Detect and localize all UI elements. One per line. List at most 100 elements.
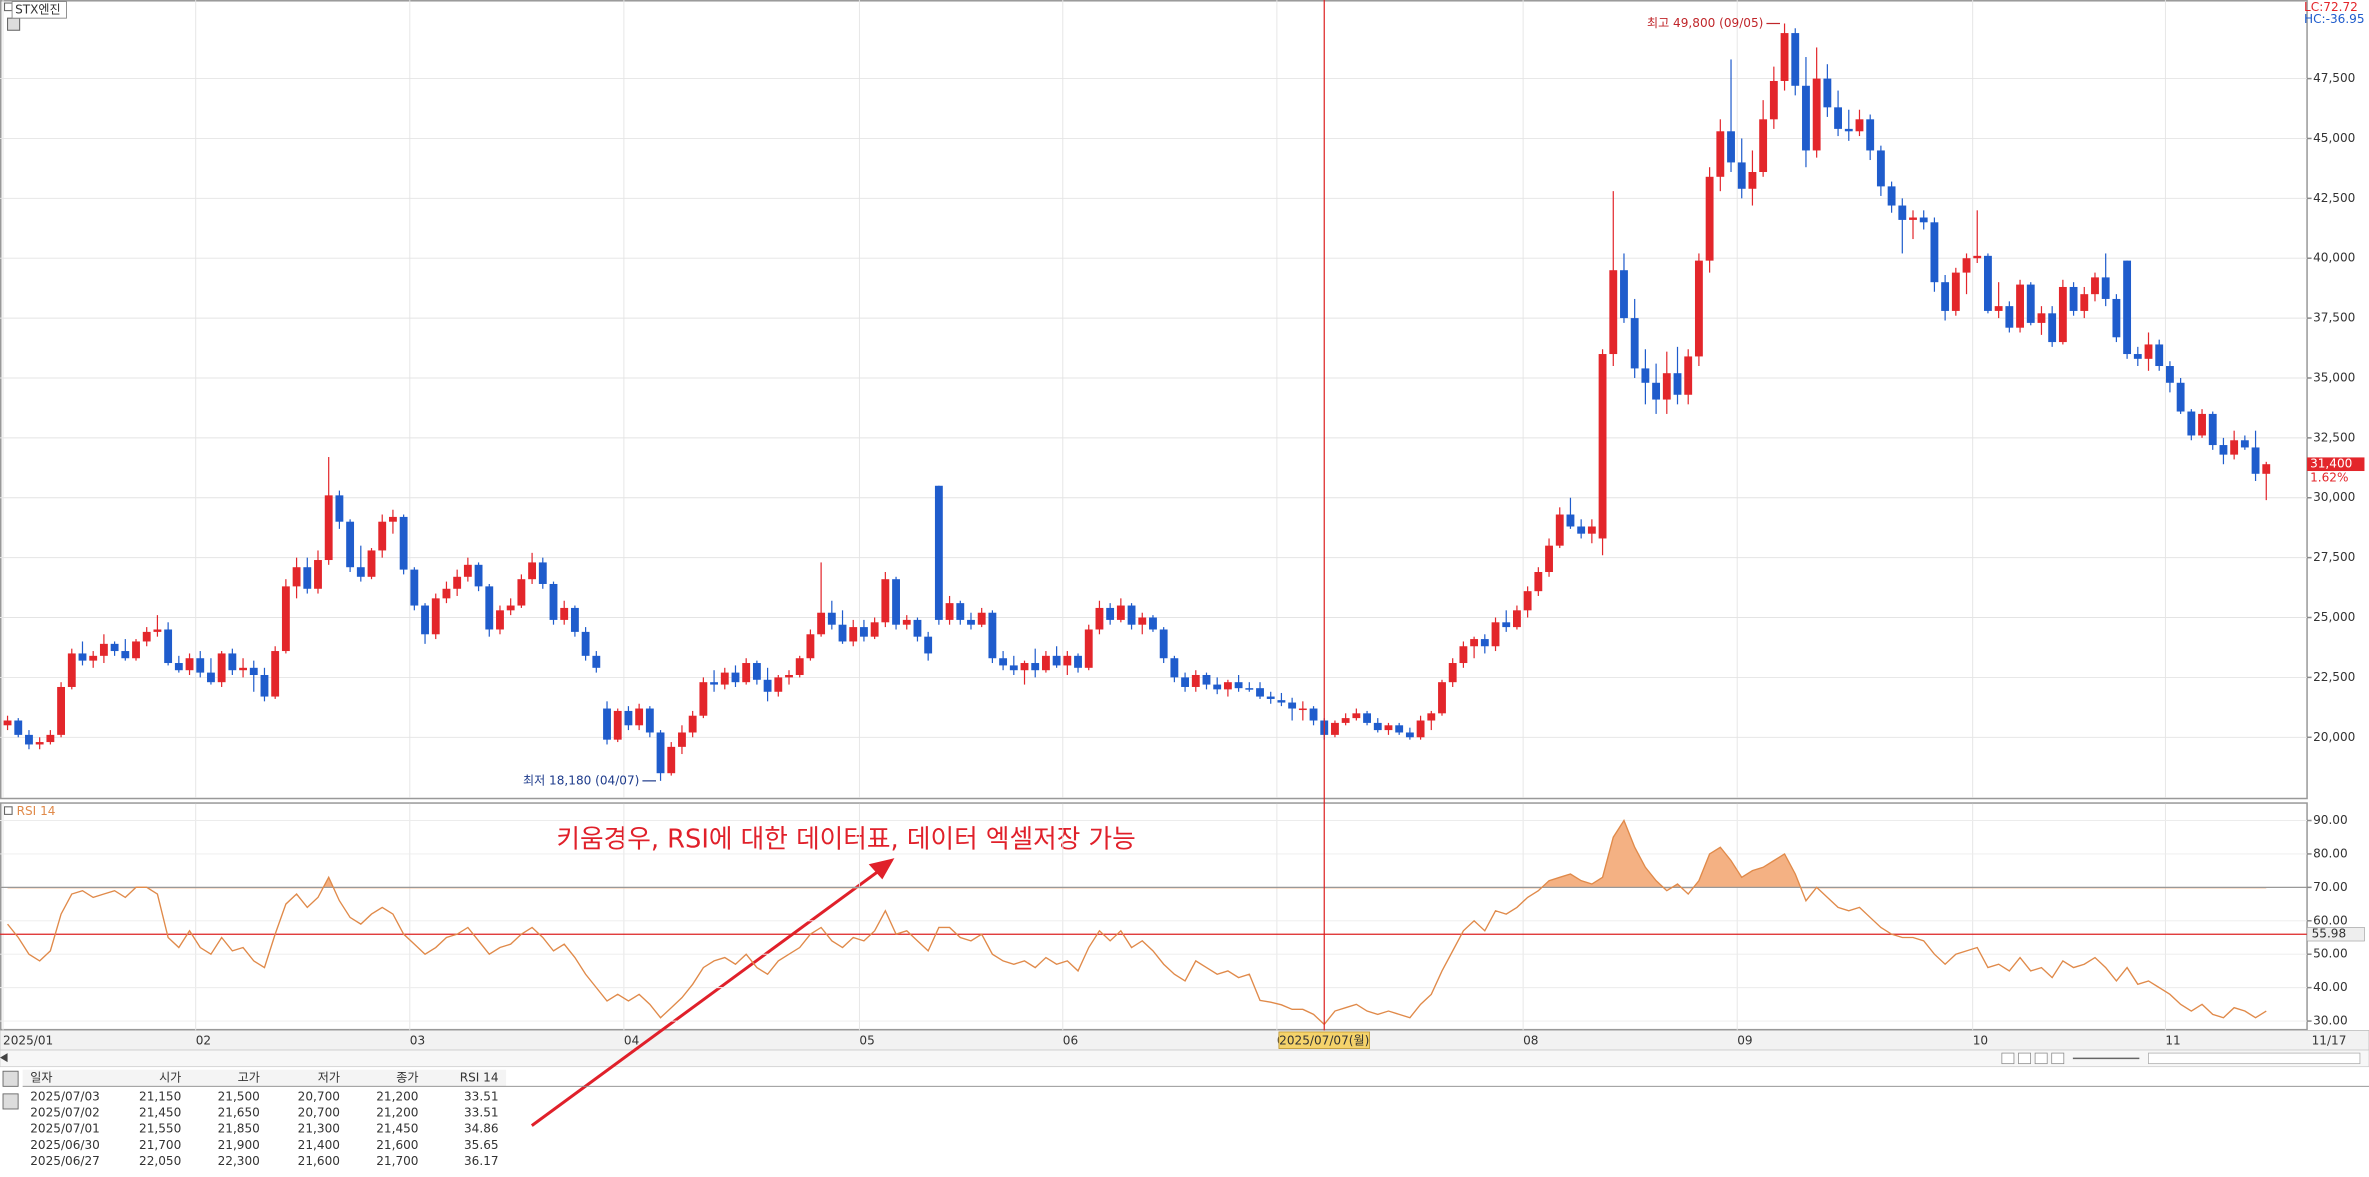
table-header: 시가: [159, 1071, 181, 1085]
candle-body: [164, 629, 173, 664]
candle-body: [1545, 545, 1553, 573]
table-cell: 2025/06/27: [30, 1154, 100, 1168]
ref-label-box: [2306, 927, 2365, 942]
candle-body: [827, 612, 836, 625]
candle-body: [35, 742, 44, 745]
y-tick-label: 30.00: [2313, 1014, 2348, 1028]
tool-icons[interactable]: [2148, 1052, 2361, 1065]
candle-body: [678, 732, 686, 747]
candle-body: [2133, 354, 2142, 359]
candle-body: [2176, 382, 2185, 412]
candle-body: [1866, 119, 1875, 151]
candle-body: [378, 521, 387, 551]
candle-body: [710, 682, 718, 685]
candle-body: [1213, 684, 1222, 690]
y-tick-label: 60.00: [2313, 913, 2348, 927]
candle-body: [1341, 718, 1350, 723]
candle-body: [2198, 413, 2206, 436]
candle-body: [635, 708, 644, 726]
candle-body: [892, 579, 900, 625]
table-cell: 21,450: [139, 1106, 181, 1120]
candle-body: [1823, 78, 1832, 108]
candle-body: [1973, 255, 1982, 259]
hc-label: HC:-36.95: [2304, 12, 2365, 26]
candle-body: [528, 562, 537, 580]
table-cell: 2025/07/02: [30, 1106, 100, 1120]
candle-body: [570, 607, 579, 632]
candle-body: [1223, 682, 1232, 690]
candle-body: [1363, 713, 1371, 723]
y-tick-label: 30,000: [2313, 490, 2355, 504]
candle-body: [2165, 366, 2174, 383]
button[interactable]: [2051, 1052, 2065, 1065]
y-tick-label: 45,000: [2313, 131, 2355, 145]
candle-body: [1737, 162, 1746, 189]
y-tick-label: 35,000: [2313, 370, 2355, 384]
candle-body: [860, 627, 868, 637]
candle-body: [592, 655, 601, 668]
table-cell: 20,700: [298, 1106, 340, 1120]
button[interactable]: [2034, 1052, 2048, 1065]
candle-body: [720, 672, 729, 685]
candle-body: [453, 576, 462, 589]
scroll-left[interactable]: [0, 1053, 8, 1063]
table-cell: 20,700: [298, 1089, 340, 1103]
candle-body: [185, 658, 194, 671]
excel-icon[interactable]: [2, 1093, 19, 1110]
panel-icon[interactable]: [4, 806, 13, 815]
candle-body: [1609, 270, 1618, 355]
y-tick-label: 37,500: [2313, 311, 2355, 325]
candle-body: [132, 641, 140, 659]
candle-body: [1416, 720, 1425, 738]
candle-body: [1662, 373, 1671, 400]
candle-body: [2123, 260, 2132, 355]
y-tick-label: 50.00: [2313, 947, 2348, 961]
candle-body: [945, 603, 954, 620]
candle-body: [1684, 356, 1693, 395]
candle-body: [902, 619, 911, 625]
table-cell: 21,650: [218, 1106, 260, 1120]
annotation: 키움경우, RSI에 대한 데이터표, 데이터 엑셀저장 가능: [556, 825, 1135, 855]
candle-body: [1149, 617, 1157, 630]
candle-body: [817, 612, 826, 635]
table-cell: 21,850: [218, 1122, 260, 1136]
candle-body: [57, 686, 66, 735]
x-tick-label: 05: [859, 1033, 874, 1047]
candle-body: [1630, 318, 1639, 369]
candle-body: [324, 495, 333, 561]
x-axis-strip: [0, 1030, 2369, 1051]
candle-body: [2048, 313, 2057, 343]
candle-body: [624, 710, 633, 726]
table-cell: 21,700: [139, 1138, 181, 1152]
candle-body: [1491, 622, 1500, 647]
x-end-label: 11/17: [2312, 1033, 2347, 1047]
candle-body: [763, 679, 772, 692]
candle-body: [1438, 682, 1446, 714]
candle-body: [1577, 526, 1586, 534]
button[interactable]: [2001, 1052, 2015, 1065]
candle-body: [2230, 440, 2239, 455]
table-icon[interactable]: [2, 1070, 19, 1087]
panel-icon[interactable]: [7, 17, 21, 31]
y-tick-label: 90.00: [2313, 813, 2348, 827]
candle-body: [913, 619, 922, 637]
candle-body: [645, 708, 654, 733]
candle-body: [1373, 722, 1382, 731]
y-tick-label: 32,500: [2313, 430, 2355, 444]
candle-body: [463, 564, 472, 577]
candle-body: [1566, 514, 1575, 527]
button[interactable]: [2018, 1052, 2031, 1065]
candle-body: [967, 619, 975, 625]
candle-body: [260, 674, 269, 697]
y-tick-label: 70.00: [2313, 880, 2348, 894]
y-tick-label: 40,000: [2313, 251, 2355, 265]
candle-body: [1769, 80, 1778, 120]
rsi-title: RSI 14: [17, 804, 56, 818]
rsi-line: [7, 819, 2267, 1026]
candle-body: [1748, 172, 1757, 189]
x-tick-label: 02: [196, 1033, 211, 1047]
candle-body: [517, 579, 526, 606]
candle-body: [656, 732, 665, 774]
candle-body: [1256, 688, 1264, 697]
y-tick-label: 20,000: [2313, 730, 2355, 744]
